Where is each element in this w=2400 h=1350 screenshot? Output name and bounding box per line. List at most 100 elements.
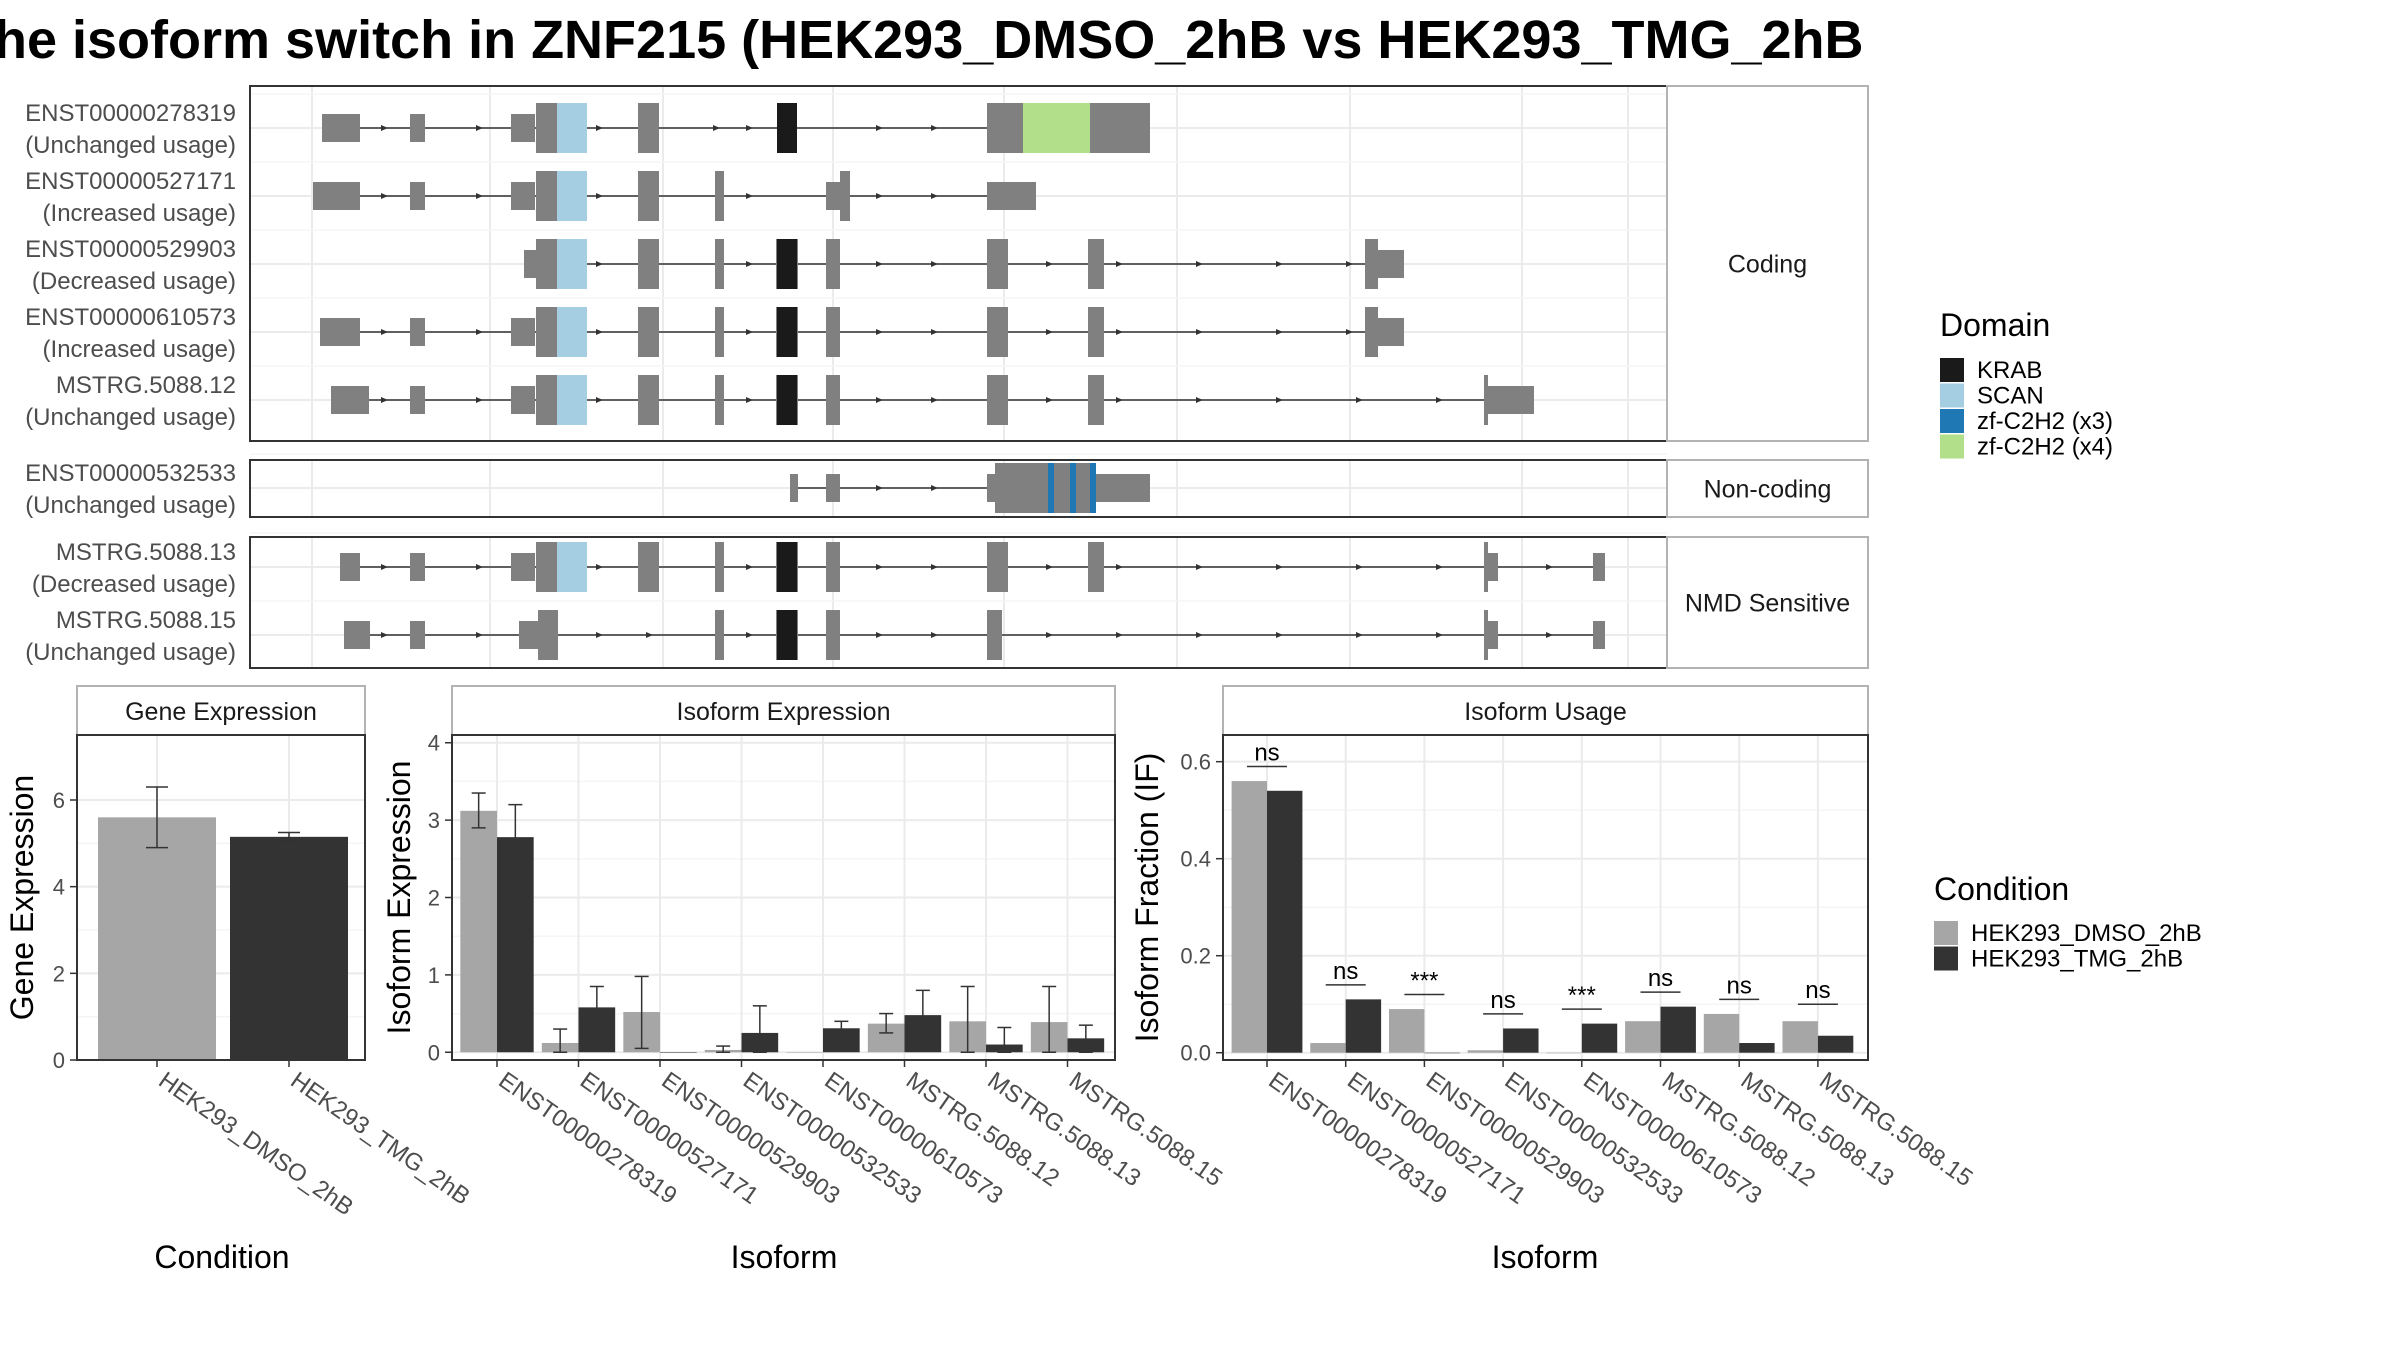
y-tick-label: 0 (53, 1048, 65, 1073)
domain-krab (777, 239, 797, 289)
exon (987, 474, 995, 502)
y-tick-label: 1 (428, 963, 440, 988)
strand-arrow (381, 125, 388, 131)
exon (410, 114, 425, 142)
strand-arrow (931, 485, 938, 491)
legend-domain-label: zf-C2H2 (x4) (1977, 434, 2113, 461)
bar (1424, 1052, 1460, 1054)
strand-arrow (746, 329, 753, 335)
strand-arrow (876, 125, 883, 131)
y-tick-label: 0.0 (1180, 1041, 1211, 1066)
strand-arrow (746, 261, 753, 267)
exon (1484, 542, 1488, 592)
bar (1660, 1006, 1696, 1053)
exon (995, 463, 1000, 513)
transcript-id-label: ENST00000532533 (25, 460, 236, 487)
strand-arrow (931, 329, 938, 335)
domain-krab (777, 103, 797, 153)
chart-title: Isoform Usage (1464, 698, 1627, 726)
legend-domain-title: Domain (1940, 307, 2050, 343)
chart-panel-border (76, 734, 366, 1061)
legend-domain-swatch (1940, 383, 1964, 408)
exon (715, 610, 724, 660)
strand-arrow (1436, 632, 1443, 638)
domain-scan (557, 103, 587, 153)
strand-arrow (931, 632, 938, 638)
transcript-id-label: MSTRG.5088.13 (56, 539, 236, 566)
strand-arrow (876, 632, 883, 638)
exon (1378, 250, 1404, 278)
exon (638, 171, 659, 221)
exon (826, 307, 840, 357)
strand-arrow (1346, 261, 1353, 267)
y-tick-label: 2 (53, 961, 65, 986)
exon (987, 610, 1002, 660)
exon (826, 542, 840, 592)
legend-condition-swatch (1934, 921, 1958, 945)
facet-strip-label: NMD Sensitive (1685, 590, 1850, 618)
y-tick-label: 3 (428, 808, 440, 833)
exon (1365, 307, 1378, 357)
transcript-id-label: ENST00000527171 (25, 168, 236, 195)
bar (1345, 999, 1382, 1053)
chart-title: Gene Expression (125, 698, 317, 726)
strand-arrow (931, 125, 938, 131)
strand-arrow (1356, 564, 1363, 570)
exon (1488, 621, 1498, 649)
x-axis-title: Condition (154, 1239, 289, 1275)
domain-zf-c2h2-x3- (1090, 463, 1096, 513)
exon (410, 386, 425, 414)
exon (715, 171, 724, 221)
facet-strip-label: Non-coding (1704, 476, 1832, 504)
legend-domain-swatch (1940, 434, 1964, 459)
strand-arrow (746, 564, 753, 570)
exon (410, 318, 425, 346)
exon (340, 553, 360, 581)
strand-arrow (596, 125, 603, 131)
strand-arrow (931, 261, 938, 267)
exon (1365, 239, 1378, 289)
strand-arrow (476, 397, 483, 403)
strand-arrow (876, 397, 883, 403)
bar-charts: Gene Expression0246HEK293_DMSO_2hBHEK293… (4, 685, 1977, 1275)
strand-arrow (1196, 329, 1203, 335)
strand-arrow (381, 329, 388, 335)
domain-scan (557, 375, 587, 425)
exon (638, 307, 659, 357)
exon (511, 386, 535, 414)
domain-krab (777, 375, 797, 425)
exon (511, 114, 535, 142)
exon (1488, 386, 1534, 414)
strand-arrow (1546, 564, 1553, 570)
domain-krab (777, 542, 797, 592)
strand-arrow (931, 564, 938, 570)
strand-arrow (1116, 329, 1123, 335)
strand-arrow (1196, 632, 1203, 638)
strand-arrow (746, 125, 753, 131)
transcript-structure-panel: ENST00000278319 (Unchanged usage) ENST0000… (25, 85, 1869, 669)
transcript-id-label: ENST00000278319 (25, 100, 236, 127)
bar (823, 1028, 860, 1053)
exon (1378, 318, 1404, 346)
strand-arrow (1046, 632, 1053, 638)
transcript-usage-label: (Increased usage) (43, 200, 236, 227)
exon (1090, 474, 1150, 502)
legend-domain-label: zf-C2H2 (x3) (1977, 408, 2113, 435)
strand-arrow (596, 261, 603, 267)
exon (715, 307, 724, 357)
domain-zf-c2h2-x3- (1070, 463, 1076, 513)
bar (230, 836, 348, 1060)
exon (715, 239, 724, 289)
bar (460, 810, 497, 1053)
strand-arrow (381, 397, 388, 403)
exon (638, 103, 659, 153)
strand-arrow (1276, 329, 1283, 335)
strand-arrow (381, 564, 388, 570)
strand-arrow (1116, 564, 1123, 570)
significance-label: ns (1805, 977, 1830, 1004)
transcript-usage-label: (Decreased usage) (32, 268, 236, 295)
transcript-usage-label: (Increased usage) (43, 336, 236, 363)
exon (826, 182, 840, 210)
legend-condition-label: HEK293_TMG_2hB (1971, 946, 2183, 973)
strand-arrow (876, 193, 883, 199)
